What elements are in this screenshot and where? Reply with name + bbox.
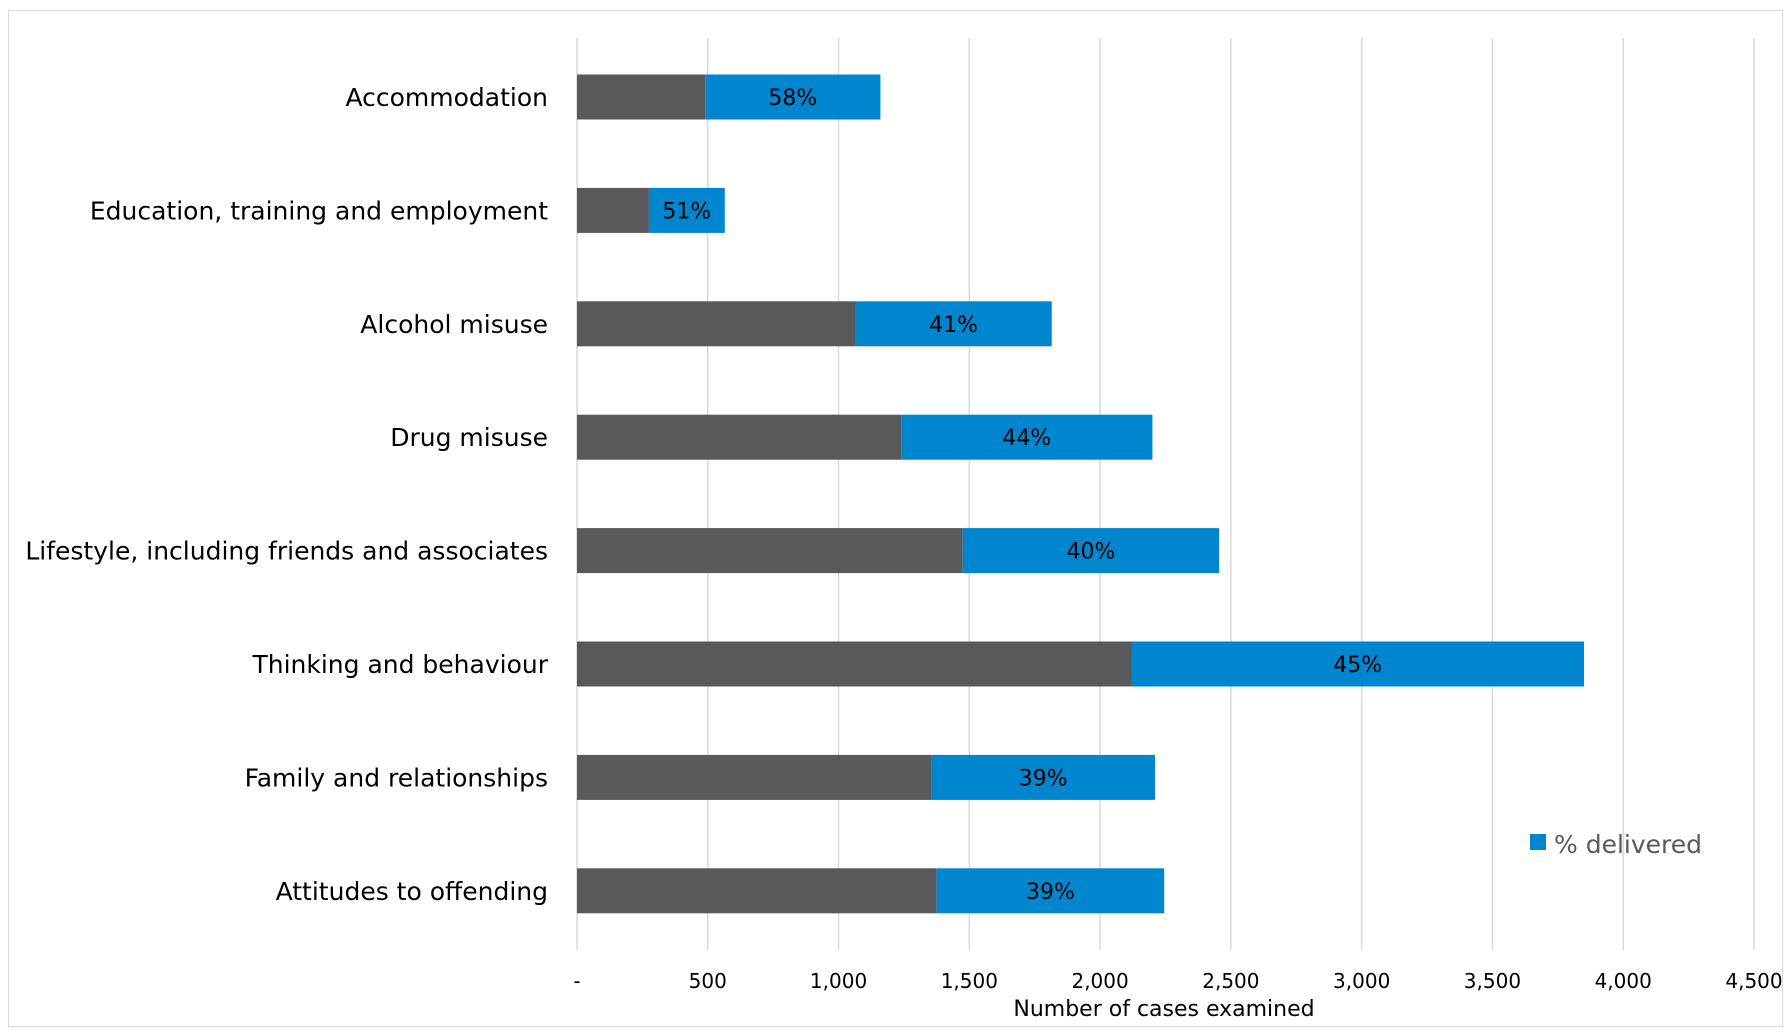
data-label: 45% — [1333, 653, 1382, 678]
category-label: Accommodation — [345, 83, 548, 112]
x-tick-label: 1,500 — [941, 969, 998, 993]
bars: 58% 51% 41% 44% 40% 45% 39% 39% — [577, 74, 1584, 914]
chart-frame — [8, 10, 1783, 1027]
bar-segment-delivered — [705, 74, 881, 120]
category-label: Education, training and employment — [90, 196, 548, 225]
category-labels: Accommodation Education, training and emp… — [25, 83, 548, 906]
bar-segment-base — [577, 754, 932, 800]
x-tick-label: 1,000 — [810, 969, 867, 993]
legend: % delivered — [1530, 830, 1702, 859]
x-axis-title: Number of cases examined — [1013, 997, 1314, 1022]
x-tick-label: 500 — [689, 969, 727, 993]
x-tick-label: 3,500 — [1464, 969, 1521, 993]
legend-label-delivered: % delivered — [1554, 830, 1702, 859]
bar-segment-delivered — [962, 528, 1220, 574]
bar-segment-delivered — [901, 414, 1153, 460]
bar-segment-delivered — [648, 187, 725, 233]
bar-segment-base — [577, 414, 902, 460]
bar-segment-delivered — [1131, 641, 1584, 687]
x-tick-label: 2,500 — [1202, 969, 1259, 993]
data-label: 58% — [768, 86, 817, 111]
bar-segment-base — [577, 187, 649, 233]
data-label: 39% — [1019, 766, 1068, 791]
x-tick-label: - — [573, 969, 580, 993]
bar-segment-base — [577, 528, 963, 574]
data-label: 39% — [1026, 880, 1075, 905]
bar-segment-base — [577, 301, 856, 347]
category-label: Family and relationships — [245, 763, 548, 792]
data-label: 51% — [662, 199, 711, 224]
bar-segment-base — [577, 868, 937, 914]
bar-segment-base — [577, 74, 706, 120]
category-label: Thinking and behaviour — [251, 650, 548, 679]
bar-segment-delivered — [936, 868, 1165, 914]
data-label: 44% — [1002, 426, 1051, 451]
category-label: Attitudes to offending — [276, 877, 548, 906]
x-tick-label: 4,000 — [1595, 969, 1652, 993]
category-label: Drug misuse — [390, 423, 548, 452]
x-tick-label: 3,000 — [1333, 969, 1390, 993]
bar-segment-delivered — [855, 301, 1052, 347]
category-label: Alcohol misuse — [360, 310, 548, 339]
category-label: Lifestyle, including friends and associa… — [25, 537, 548, 566]
x-tick-label: 4,500 — [1725, 969, 1782, 993]
data-label: 41% — [929, 313, 978, 338]
x-tick-labels: - 500 1,000 1,500 2,000 2,500 3,000 3,500 4,000 4… — [573, 969, 1782, 993]
gridlines — [576, 38, 1755, 950]
bar-segment-base — [577, 641, 1132, 687]
x-tick-label: 2,000 — [1071, 969, 1128, 993]
bar-segment-delivered — [931, 754, 1156, 800]
data-label: 40% — [1067, 540, 1116, 565]
legend-swatch-delivered — [1530, 834, 1546, 850]
